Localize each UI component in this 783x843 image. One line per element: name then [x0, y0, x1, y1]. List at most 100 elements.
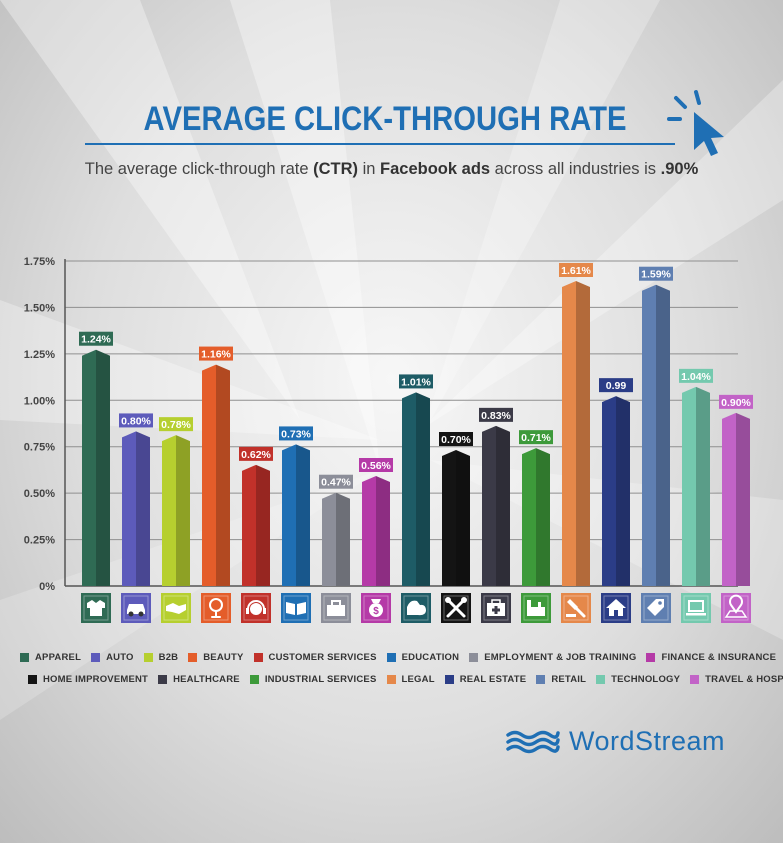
bar-face-right: [136, 431, 150, 586]
y-tick-label: 0.50%: [24, 488, 55, 500]
legend-row: APPAREL AUTO B2B BEAUTY CUSTOMER SERVICES EDU…: [20, 646, 776, 668]
legend-label: APPAREL: [35, 651, 82, 663]
data-label-box: [639, 266, 673, 281]
bar-fitness: 1.01%: [399, 374, 433, 586]
data-label: 0.73%: [281, 428, 311, 440]
legend-swatch: [536, 674, 546, 684]
page-title: AVERAGE CLICK-THROUGH RATE: [143, 100, 627, 138]
data-label-box: [559, 263, 593, 277]
bar-beauty: 1.16%: [199, 346, 233, 586]
data-label: 0.62%: [241, 449, 271, 461]
headset-icon: [241, 593, 271, 623]
legend-swatch: [386, 674, 396, 684]
first-aid-icon: [481, 593, 511, 623]
page-subtitle: The average click-through rate (CTR) in …: [0, 160, 783, 179]
bar-face-right: [496, 425, 510, 586]
y-tick-label: 1.75%: [24, 256, 55, 268]
data-label-box: [239, 446, 273, 461]
data-label: 0.47%: [321, 477, 351, 489]
legend-swatch: [444, 674, 454, 684]
bar-face-left: [402, 392, 416, 586]
data-label: 1.59%: [641, 269, 671, 281]
bar-face-left: [682, 386, 696, 586]
map-pin-icon: [721, 593, 751, 623]
bar-face-left: [642, 284, 656, 586]
legend-swatch: [386, 652, 396, 662]
bar-face-right: [416, 392, 430, 586]
legend-swatch: [158, 674, 168, 684]
data-label-box: [279, 426, 313, 441]
legend-item: EMPLOYMENT & JOB TRAINING: [469, 652, 636, 663]
bar-face-right: [376, 476, 390, 586]
laptop-icon: [681, 593, 711, 623]
data-label-box: [719, 394, 753, 409]
bar-auto: 0.80%: [119, 413, 153, 586]
bar-face-right: [96, 349, 110, 586]
bar-face-left: [562, 281, 576, 586]
bar-face-right: [616, 396, 630, 586]
legend-label: EDUCATION: [401, 651, 460, 663]
legend-item: APPAREL: [20, 652, 81, 663]
legend-swatch: [646, 652, 656, 662]
bar-retail: 1.59%: [639, 266, 673, 586]
legend-label: B2B: [158, 651, 179, 663]
data-label: 0.90%: [721, 397, 751, 409]
bar-travel-hospitality: 0.90%: [719, 394, 753, 586]
legend-swatch: [596, 674, 606, 684]
bar-face-left: [282, 444, 296, 586]
subtitle-facebook-ads: Facebook ads: [380, 160, 491, 178]
data-label: 0.99: [606, 380, 627, 392]
title-underline: [85, 143, 675, 145]
data-label: 0.71%: [521, 432, 551, 444]
legend-item: B2B: [143, 651, 179, 663]
bar-face-right: [216, 364, 230, 586]
car-icon: [121, 593, 151, 623]
bar-face-left: [602, 396, 616, 586]
price-tag-icon: [641, 593, 671, 623]
data-label: 0.78%: [161, 419, 191, 431]
bar-face-right: [336, 492, 350, 586]
bar-industrial-services: 0.71%: [519, 430, 553, 586]
legend-label: RETAIL: [551, 673, 587, 685]
legend-label: CUSTOMER SERVICES: [268, 651, 377, 663]
legend-swatch: [143, 652, 153, 662]
bar-face-left: [242, 464, 256, 586]
bar-home-improvement: 0.70%: [439, 432, 473, 586]
legend-swatch: [249, 674, 259, 684]
data-label-box: [399, 374, 433, 389]
bar-finance-insurance: 0.56%: [359, 458, 393, 586]
bar-face-right: [736, 412, 750, 586]
subtitle-text-3: across all industries is: [490, 160, 661, 178]
legend-swatch: [469, 652, 479, 662]
cursor-click-icon: [667, 90, 724, 156]
subtitle-text-2: in: [358, 160, 381, 178]
bar-face-left: [482, 425, 496, 586]
factory-icon: [521, 593, 551, 623]
legend-row: HOME IMPROVEMENT HEALTHCARE INDUSTRIAL SER…: [20, 668, 783, 690]
data-label: 1.61%: [561, 265, 591, 277]
mirror-icon: [201, 593, 231, 623]
data-label: 0.83%: [481, 410, 511, 422]
brand-logo: WordStream: [505, 726, 725, 757]
legend-item: HEALTHCARE: [158, 674, 240, 685]
legend-item: BEAUTY: [188, 652, 243, 663]
y-tick-label: 1.25%: [24, 349, 55, 361]
bar-real-estate: 0.99: [599, 378, 633, 586]
data-label-box: [519, 430, 553, 445]
legend-label: INDUSTRIAL SERVICES: [264, 673, 377, 685]
legend-swatch: [188, 652, 198, 662]
legend-item: INDUSTRIAL SERVICES: [249, 673, 377, 685]
data-label-box: [439, 432, 473, 446]
bar-healthcare: 0.83%: [479, 407, 513, 586]
legend-swatch: [253, 652, 263, 662]
brand-name: WordStream: [569, 726, 726, 756]
data-label: 0.80%: [121, 415, 151, 427]
data-label-box: [599, 378, 633, 393]
legend-item: TECHNOLOGY: [596, 674, 680, 685]
bar-face-right: [296, 444, 310, 586]
y-tick-label: 0%: [39, 581, 55, 593]
legend-label: LEGAL: [401, 673, 435, 685]
legend-swatch: [690, 674, 700, 684]
